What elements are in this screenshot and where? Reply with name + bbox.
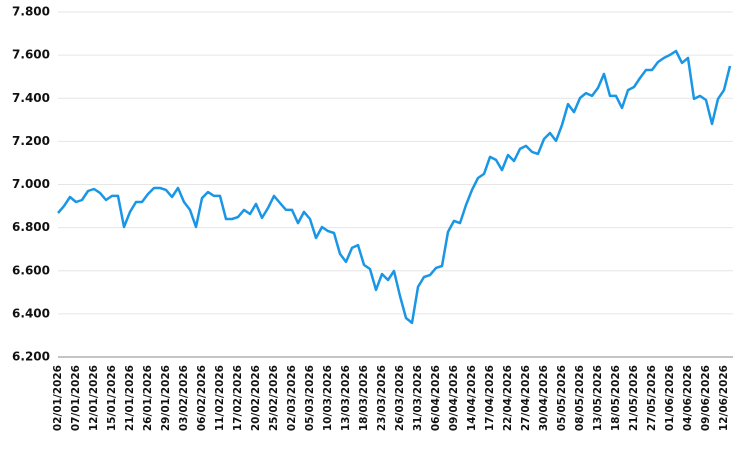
y-tick-label: 6.800 — [12, 220, 50, 234]
x-tick-label: 20/02/2026 — [250, 365, 262, 431]
y-tick-label: 6.600 — [12, 263, 50, 277]
x-tick-label: 12/01/2026 — [88, 365, 100, 431]
x-tick-label: 23/03/2026 — [376, 365, 388, 431]
x-tick-label: 02/01/2026 — [52, 365, 64, 431]
y-tick-label: 7.200 — [12, 134, 50, 148]
x-tick-label: 12/06/2026 — [718, 365, 730, 431]
x-tick-label: 05/05/2026 — [556, 365, 568, 431]
x-tick-label: 13/05/2026 — [592, 365, 604, 431]
x-tick-label: 17/02/2026 — [232, 365, 244, 431]
x-tick-label: 18/03/2026 — [358, 365, 370, 431]
y-tick-label: 6.400 — [12, 306, 50, 320]
x-tick-label: 13/03/2026 — [340, 365, 352, 431]
x-tick-label: 26/01/2026 — [142, 365, 154, 431]
x-tick-label: 07/01/2026 — [70, 365, 82, 431]
data-line — [57, 49, 732, 325]
x-tick-label: 14/04/2026 — [466, 365, 478, 431]
x-tick-label: 09/04/2026 — [448, 365, 460, 431]
x-tick-label: 26/03/2026 — [394, 365, 406, 431]
y-tick-label: 7.400 — [12, 91, 50, 105]
x-tick-label: 04/06/2026 — [682, 365, 694, 431]
x-tick-label: 03/02/2026 — [178, 365, 190, 431]
x-tick-label: 22/04/2026 — [502, 365, 514, 431]
x-tick-label: 01/06/2026 — [664, 365, 676, 431]
y-tick-label: 6.200 — [12, 350, 50, 364]
x-tick-label: 05/03/2026 — [304, 365, 316, 431]
x-tick-label: 06/02/2026 — [196, 365, 208, 431]
x-tick-label: 27/04/2026 — [520, 365, 532, 431]
y-tick-label: 7.600 — [12, 48, 50, 62]
y-tick-label: 7.800 — [12, 5, 50, 19]
y-tick-label: 7.000 — [12, 177, 50, 191]
x-tick-label: 08/05/2026 — [574, 365, 586, 431]
x-tick-label: 06/04/2026 — [430, 365, 442, 431]
x-tick-label: 27/05/2026 — [646, 365, 658, 431]
x-tick-label: 21/01/2026 — [124, 365, 136, 431]
x-tick-label: 31/03/2026 — [412, 365, 424, 431]
x-tick-label: 15/01/2026 — [106, 365, 118, 431]
x-tick-label: 25/02/2026 — [268, 365, 280, 431]
x-tick-label: 29/01/2026 — [160, 365, 172, 431]
x-tick-label: 30/04/2026 — [538, 365, 550, 431]
x-tick-label: 09/06/2026 — [700, 365, 712, 431]
x-tick-label: 18/05/2026 — [610, 365, 622, 431]
x-tick-label: 17/04/2026 — [484, 365, 496, 431]
x-tick-label: 10/03/2026 — [322, 365, 334, 431]
x-tick-label: 11/02/2026 — [214, 365, 226, 431]
x-tick-label: 02/03/2026 — [286, 365, 298, 431]
x-tick-label: 21/05/2026 — [628, 365, 640, 431]
